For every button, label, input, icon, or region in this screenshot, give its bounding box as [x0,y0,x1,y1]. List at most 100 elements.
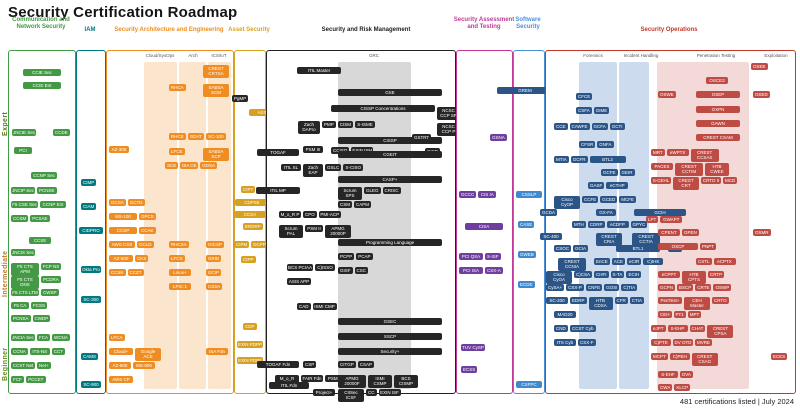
cert-badge[interactable]: CSSLP [516,191,542,199]
cert-badge[interactable]: F5 CA [11,302,29,310]
cert-badge[interactable]: GREM [497,87,553,95]
cert-badge[interactable]: CWSP [41,289,59,297]
cert-badge[interactable]: eCIR [627,258,642,266]
cert-badge[interactable]: CHFI [594,271,609,279]
cert-badge[interactable]: S-ISME [355,121,376,129]
cert-badge[interactable]: CRTE [695,284,712,292]
cert-badge[interactable]: Programming Language [338,239,442,247]
cert-badge[interactable]: CISA [465,223,503,231]
cert-badge[interactable]: JNCIE Sec [12,129,36,137]
cert-badge[interactable]: GCED [600,196,618,204]
cert-badge[interactable]: CCNA [11,348,28,356]
cert-badge[interactable]: GCIP [206,269,222,277]
cert-badge[interactable]: GSE [338,89,442,97]
cert-badge[interactable]: BTL1 [616,245,660,253]
cert-badge[interactable]: GPYC [630,221,648,229]
cert-badge[interactable]: CCFE [582,196,599,204]
cert-badge[interactable]: CSFA [576,107,592,115]
cert-badge[interactable]: EDRP [570,297,587,305]
cert-badge[interactable]: CREST CPSA [707,325,734,338]
cert-badge[interactable]: DV OTD [673,339,693,347]
cert-badge[interactable]: GCCC [459,191,477,199]
cert-badge[interactable]: PgMP [232,95,249,103]
cert-badge[interactable]: CIMP [81,179,97,187]
cert-badge[interactable]: OSEP [696,91,740,99]
cert-badge[interactable]: Cisco CyOP [554,196,580,209]
cert-badge[interactable]: EnCE [594,258,610,266]
cert-badge[interactable]: GSTRT [412,134,432,142]
cert-badge[interactable]: MS-100 [109,213,137,221]
cert-badge[interactable]: CAPM [354,201,372,209]
cert-badge[interactable]: PCI ISA [459,267,483,275]
cert-badge[interactable]: ITS-NS [29,348,50,356]
cert-badge[interactable]: CCST Net [11,362,35,370]
cert-badge[interactable]: Linux+ [169,269,191,277]
cert-badge[interactable]: C)IHE [643,258,664,266]
cert-badge[interactable]: OSMR [753,229,771,237]
cert-badge[interactable]: GOSI [604,284,620,292]
cert-badge[interactable]: ITIL Fdn [269,382,309,390]
cert-badge[interactable]: MCD [723,177,738,185]
cert-badge[interactable]: CIAM [81,203,97,211]
cert-badge[interactable]: C)PTE [651,339,671,347]
cert-badge[interactable]: C)TIA [621,284,638,292]
cert-badge[interactable]: F5 CTS LTM [11,289,39,297]
cert-badge[interactable]: GAWN [696,120,740,128]
cert-badge[interactable]: OSWE [658,91,676,99]
cert-badge[interactable]: PCI QSA [459,253,483,261]
cert-badge[interactable]: CSM [338,201,352,209]
cert-badge[interactable]: CAWFE [569,123,590,131]
cert-badge[interactable]: ASIS APP [287,278,311,286]
cert-badge[interactable]: FCF [11,376,24,384]
cert-badge[interactable]: PSM III [303,146,323,154]
cert-badge[interactable]: CIPM [234,241,250,249]
cert-badge[interactable]: S-EHP [667,325,688,333]
cert-badge[interactable]: CASE [518,221,535,229]
cert-badge[interactable]: CITGP [338,361,356,369]
cert-badge[interactable]: Scrum SPS [338,187,362,200]
cert-badge[interactable]: CREST CCSAS [690,149,719,162]
cert-badge[interactable]: Cloud+ [109,348,133,356]
cert-badge[interactable]: GCFE [601,169,618,177]
cert-badge[interactable]: CFCE [576,93,593,101]
cert-badge[interactable]: GASF [588,182,605,190]
cert-badge[interactable]: CCIE Sec [23,69,61,77]
cert-badge[interactable]: Zach EAP [303,164,323,177]
cert-badge[interactable]: AZ-900 [109,362,131,370]
cert-badge[interactable]: MTIA [554,156,569,164]
cert-badge[interactable]: CWDP [32,315,51,323]
cert-badge[interactable]: PCCET [25,376,46,384]
cert-badge[interactable]: CGEIT [338,151,442,159]
cert-badge[interactable]: PSM II [305,225,323,233]
cert-badge[interactable]: eCDFP [606,221,629,229]
cert-badge[interactable]: CCSK [109,269,126,277]
cert-badge[interactable]: EXIN PDPF [237,357,263,365]
cert-badge[interactable]: EXIN ISF [378,389,401,397]
cert-badge[interactable]: CPO [303,211,317,219]
cert-badge[interactable]: CCSP [109,227,137,235]
cert-badge[interactable]: CCSM [11,215,29,223]
cert-badge[interactable]: SC-900 [81,381,101,389]
cert-badge[interactable]: CREST CCNIA [558,258,586,271]
cert-badge[interactable]: ISMI CMP [312,303,337,311]
cert-badge[interactable]: CEH [658,311,672,319]
cert-badge[interactable]: RHCE [169,133,186,141]
cert-badge[interactable]: GWAPT [660,216,683,224]
cert-badge[interactable]: CRTO II [701,177,721,185]
cert-badge[interactable]: OSCP [658,243,698,251]
cert-badge[interactable]: CWA [658,384,673,392]
cert-badge[interactable]: AWS CP [109,376,133,384]
cert-badge[interactable]: NCSC CCP P [437,123,460,136]
cert-badge[interactable]: ECES [771,353,788,361]
cert-badge[interactable]: CCISO [331,147,350,155]
cert-badge[interactable]: CREST CCTIM [675,163,703,176]
cert-badge[interactable]: CCAK [139,227,156,235]
cert-badge[interactable]: CISM [337,121,354,129]
cert-badge[interactable]: Google ACE [135,348,161,361]
cert-badge[interactable]: CASP+ [338,176,442,184]
cert-badge[interactable]: CCST Cyb [569,325,596,333]
cert-badge[interactable]: TOGAF [257,149,299,157]
cert-badge[interactable]: DCPP [251,241,268,249]
cert-badge[interactable]: CEH Master [684,297,710,310]
cert-badge[interactable]: SCE [165,162,179,170]
